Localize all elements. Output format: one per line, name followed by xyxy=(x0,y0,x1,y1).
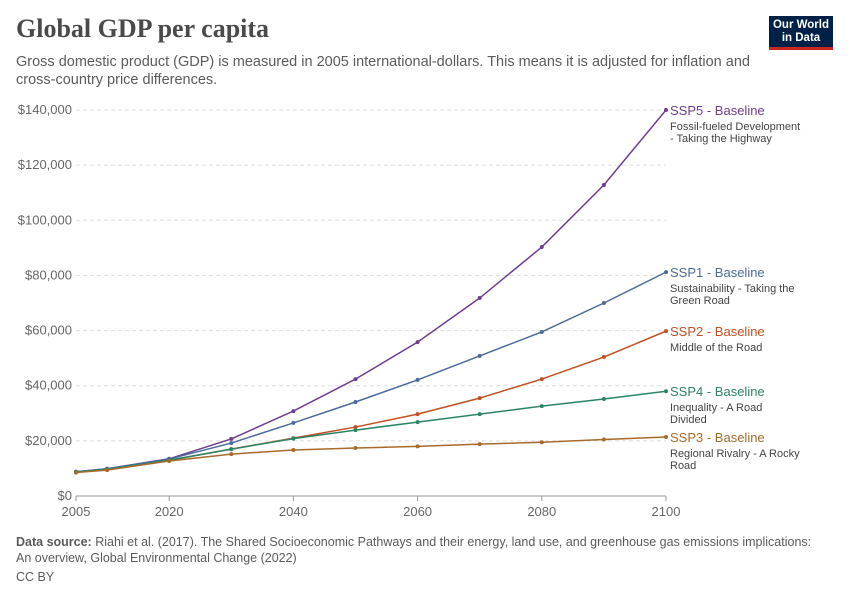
x-tick-label: 2005 xyxy=(62,504,91,519)
data-point xyxy=(353,446,358,451)
y-tick-label: $40,000 xyxy=(25,378,72,393)
data-point xyxy=(291,409,296,414)
data-point xyxy=(229,441,234,446)
y-tick-label: $80,000 xyxy=(25,267,72,282)
data-point xyxy=(664,329,668,334)
data-point xyxy=(353,425,358,430)
data-point xyxy=(291,447,296,452)
legend-description: - Taking the Highway xyxy=(670,133,772,145)
data-point xyxy=(664,434,668,439)
data-point xyxy=(539,329,544,334)
series-line xyxy=(75,436,667,474)
chart-subtitle: Gross domestic product (GDP) is measured… xyxy=(16,54,750,88)
data-source: Data source: Riahi et al. (2017). The Sh… xyxy=(16,534,826,566)
data-point xyxy=(291,420,296,425)
data-point xyxy=(74,470,78,475)
data-point xyxy=(477,353,482,358)
data-point xyxy=(415,340,420,345)
y-tick-label: $20,000 xyxy=(25,433,72,448)
data-point xyxy=(167,458,172,463)
data-point xyxy=(601,182,606,187)
x-tick-label: 2060 xyxy=(403,504,432,519)
legend-description: Sustainability - Taking the xyxy=(670,283,795,295)
legend-label: SSP3 - Baseline xyxy=(670,430,765,445)
data-point xyxy=(477,296,482,301)
data-point xyxy=(477,442,482,447)
data-point xyxy=(539,377,544,382)
data-point xyxy=(601,396,606,401)
legend-description: Green Road xyxy=(670,295,730,307)
y-tick-label: $140,000 xyxy=(18,102,72,117)
data-point xyxy=(539,404,544,409)
legend-description: Regional Rivalry - A Rocky xyxy=(670,448,800,460)
legend-label: SSP1 - Baseline xyxy=(670,265,765,280)
y-tick-label: $100,000 xyxy=(18,212,72,227)
y-tick-label: $120,000 xyxy=(18,157,72,172)
data-point xyxy=(539,440,544,445)
license[interactable]: CC BY xyxy=(16,570,55,584)
data-point xyxy=(415,444,420,449)
legend-description: Road xyxy=(670,460,696,472)
data-point xyxy=(601,355,606,360)
data-point xyxy=(105,468,110,473)
x-tick-label: 2040 xyxy=(279,504,308,519)
legend-description: Middle of the Road xyxy=(670,342,762,354)
data-point xyxy=(229,436,234,441)
data-point xyxy=(477,412,482,417)
y-tick-label: $60,000 xyxy=(25,323,72,338)
data-point xyxy=(477,396,482,401)
data-point xyxy=(415,412,420,417)
data-point xyxy=(353,377,358,382)
x-tick-label: 2020 xyxy=(155,504,184,519)
data-point xyxy=(415,420,420,425)
legend-label: SSP5 - Baseline xyxy=(670,103,765,118)
data-source-text: Riahi et al. (2017). The Shared Socioeco… xyxy=(16,535,812,565)
data-point xyxy=(353,428,358,433)
data-point xyxy=(601,301,606,305)
legend-description: Inequality - A Road xyxy=(670,402,762,414)
x-tick-label: 2100 xyxy=(652,504,681,519)
series-line xyxy=(75,271,667,473)
chart-title: Global GDP per capita xyxy=(16,14,270,43)
data-point xyxy=(664,108,668,112)
data-point xyxy=(229,452,234,457)
x-tick-label: 2080 xyxy=(527,504,556,519)
data-point xyxy=(664,389,668,394)
data-point xyxy=(291,436,296,441)
legend-description: Divided xyxy=(670,414,707,426)
legend-label: SSP4 - Baseline xyxy=(670,384,765,399)
y-tick-label: $0 xyxy=(58,488,72,503)
data-point xyxy=(664,270,668,275)
data-point xyxy=(539,245,544,250)
data-point xyxy=(229,447,234,452)
series-line xyxy=(75,109,667,473)
owid-logo[interactable]: Our World in Data xyxy=(769,16,833,50)
legend-description: Fossil-fueled Development xyxy=(670,121,800,133)
data-point xyxy=(601,437,606,442)
data-source-label: Data source: xyxy=(16,535,92,549)
legend-label: SSP2 - Baseline xyxy=(670,324,765,339)
data-point xyxy=(415,377,420,382)
data-point xyxy=(353,399,358,404)
